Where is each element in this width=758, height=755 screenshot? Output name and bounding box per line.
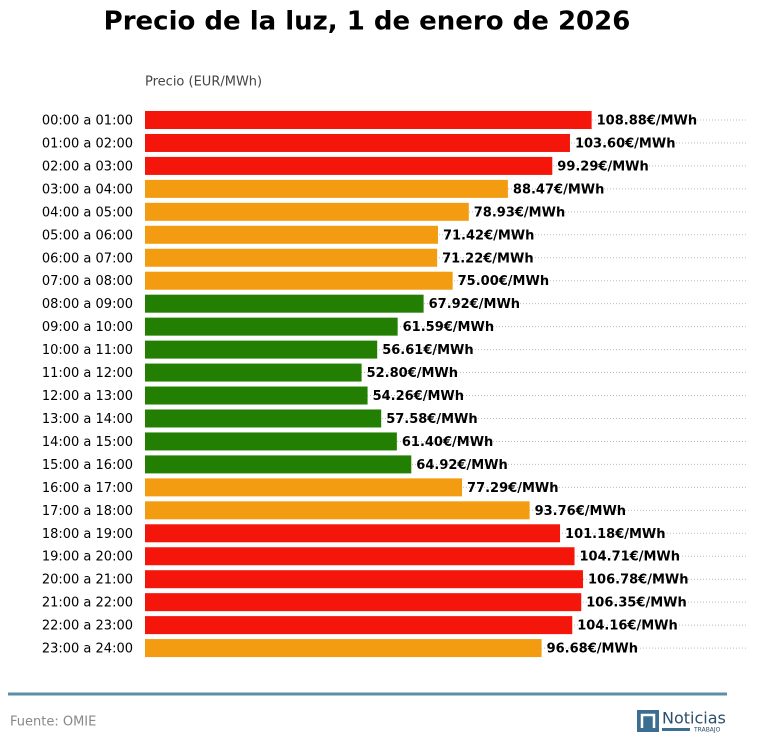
bar bbox=[145, 455, 412, 474]
bar bbox=[145, 409, 382, 428]
data-label: 78.93€/MWh bbox=[474, 205, 565, 220]
logo-bar bbox=[662, 728, 690, 731]
data-label: 96.68€/MWh bbox=[547, 642, 638, 657]
data-label: 106.78€/MWh bbox=[588, 573, 689, 588]
y-tick-label: 17:00 a 18:00 bbox=[42, 504, 133, 519]
data-label: 104.16€/MWh bbox=[577, 619, 678, 634]
y-tick-label: 09:00 a 10:00 bbox=[42, 320, 133, 335]
bar bbox=[145, 363, 362, 382]
y-tick-label: 14:00 a 15:00 bbox=[42, 435, 133, 450]
logo-text: Noticias bbox=[662, 709, 726, 728]
y-tick-label: 11:00 a 12:00 bbox=[42, 366, 133, 381]
y-tick-label: 20:00 a 21:00 bbox=[42, 573, 133, 588]
data-label: 77.29€/MWh bbox=[467, 481, 558, 496]
data-label: 75.00€/MWh bbox=[458, 274, 549, 289]
y-tick-label: 12:00 a 13:00 bbox=[42, 389, 133, 404]
chart-title: Precio de la luz, 1 de enero de 2026 bbox=[104, 7, 631, 37]
y-tick-label: 07:00 a 08:00 bbox=[42, 274, 133, 289]
data-label: 57.58€/MWh bbox=[386, 412, 477, 427]
bar bbox=[145, 133, 570, 152]
bar bbox=[145, 202, 469, 221]
data-label: 56.61€/MWh bbox=[382, 343, 473, 358]
y-tick-label: 04:00 a 05:00 bbox=[42, 205, 133, 220]
plot-area: 00:00 a 01:00 108.88€/MWh 01:00 a 02:00 103… bbox=[42, 111, 748, 658]
bar bbox=[145, 524, 561, 543]
data-label: 88.47€/MWh bbox=[513, 182, 604, 197]
y-tick-label: 00:00 a 01:00 bbox=[42, 114, 133, 129]
data-label: 67.92€/MWh bbox=[429, 297, 520, 312]
bar bbox=[145, 593, 582, 612]
bar bbox=[145, 547, 575, 566]
y-tick-label: 08:00 a 09:00 bbox=[42, 297, 133, 312]
bar bbox=[145, 501, 530, 520]
y-tick-label: 15:00 a 16:00 bbox=[42, 458, 133, 473]
bar bbox=[145, 340, 378, 359]
data-label: 71.22€/MWh bbox=[442, 251, 533, 266]
logo-subtext: TRABAJO bbox=[693, 727, 721, 734]
data-label: 106.35€/MWh bbox=[586, 596, 687, 611]
y-tick-label: 06:00 a 07:00 bbox=[42, 251, 133, 266]
data-label: 108.88€/MWh bbox=[597, 114, 698, 129]
bar bbox=[145, 432, 397, 451]
data-label: 99.29€/MWh bbox=[557, 159, 648, 174]
data-label: 101.18€/MWh bbox=[565, 527, 666, 542]
data-label: 61.59€/MWh bbox=[403, 320, 494, 335]
data-label: 104.71€/MWh bbox=[580, 550, 681, 565]
bar bbox=[145, 639, 542, 658]
y-tick-label: 01:00 a 02:00 bbox=[42, 136, 133, 151]
data-label: 93.76€/MWh bbox=[535, 504, 626, 519]
bar bbox=[145, 225, 438, 244]
bar bbox=[145, 294, 424, 313]
y-tick-label: 05:00 a 06:00 bbox=[42, 228, 133, 243]
y-tick-label: 13:00 a 14:00 bbox=[42, 412, 133, 427]
data-label: 52.80€/MWh bbox=[367, 366, 458, 381]
data-label: 103.60€/MWh bbox=[575, 136, 676, 151]
data-label: 54.26€/MWh bbox=[373, 389, 464, 404]
axis-label: Precio (EUR/MWh) bbox=[145, 75, 262, 90]
data-label: 61.40€/MWh bbox=[402, 435, 493, 450]
data-label: 71.42€/MWh bbox=[443, 228, 534, 243]
y-tick-label: 02:00 a 03:00 bbox=[42, 159, 133, 174]
bar bbox=[145, 478, 463, 497]
source: Fuente: OMIE bbox=[10, 715, 96, 730]
y-tick-label: 10:00 a 11:00 bbox=[42, 343, 133, 358]
bar bbox=[145, 317, 398, 336]
y-tick-label: 18:00 a 19:00 bbox=[42, 527, 133, 542]
bar bbox=[145, 179, 508, 198]
logo-glyph bbox=[640, 713, 656, 728]
bar bbox=[145, 570, 584, 589]
bar bbox=[145, 386, 368, 405]
bar bbox=[145, 111, 592, 129]
bar bbox=[145, 156, 553, 175]
bar bbox=[145, 271, 453, 290]
y-tick-label: 19:00 a 20:00 bbox=[42, 550, 133, 565]
y-tick-label: 22:00 a 23:00 bbox=[42, 619, 133, 634]
bar bbox=[145, 616, 573, 635]
bar bbox=[145, 248, 438, 267]
logo-icon bbox=[637, 710, 659, 732]
data-label: 64.92€/MWh bbox=[416, 458, 507, 473]
y-tick-label: 23:00 a 24:00 bbox=[42, 642, 133, 657]
y-tick-label: 03:00 a 04:00 bbox=[42, 182, 133, 197]
y-tick-label: 16:00 a 17:00 bbox=[42, 481, 133, 496]
y-tick-label: 21:00 a 22:00 bbox=[42, 596, 133, 611]
